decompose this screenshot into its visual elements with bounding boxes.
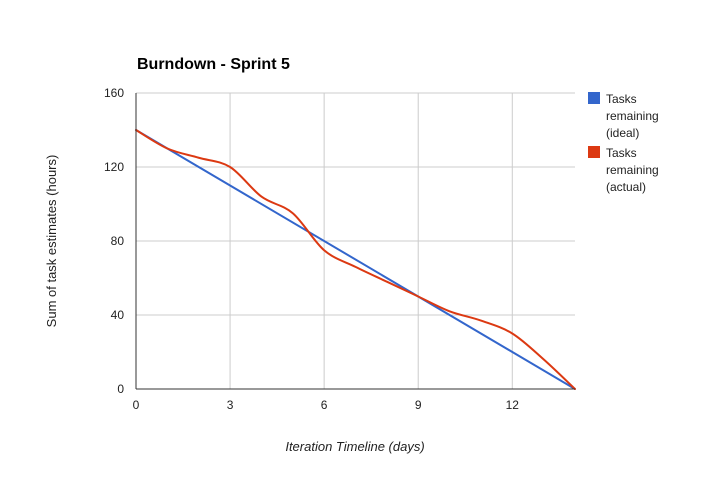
- legend-swatch: [588, 92, 600, 104]
- legend[interactable]: Tasks remaining (ideal) Tasks remaining (actu…: [588, 92, 659, 194]
- x-axis-title: Iteration Timeline (days): [285, 439, 424, 454]
- series-lines: [135, 129, 576, 390]
- y-tick-label: 80: [111, 234, 125, 248]
- y-tick-label: 120: [104, 160, 124, 174]
- series-line-actual: [135, 129, 576, 390]
- y-axis-title: Sum of task estimates (hours): [44, 155, 59, 328]
- legend-label: Tasks: [606, 92, 637, 106]
- legend-label: (actual): [606, 180, 646, 194]
- legend-swatch: [588, 146, 600, 158]
- series-line-ideal: [135, 129, 576, 390]
- grid-lines: [136, 92, 575, 389]
- legend-label: (ideal): [606, 126, 639, 140]
- legend-item-ideal[interactable]: Tasks remaining (ideal): [588, 92, 659, 140]
- x-tick-label: 6: [321, 398, 328, 412]
- x-tick-label: 0: [133, 398, 140, 412]
- y-tick-label: 40: [111, 308, 125, 322]
- x-tick-label: 12: [506, 398, 520, 412]
- legend-label: Tasks: [606, 146, 637, 160]
- chart-title: Burndown - Sprint 5: [137, 56, 290, 73]
- x-tick-label: 9: [415, 398, 422, 412]
- axes: [135, 93, 575, 390]
- y-tick-label: 0: [117, 382, 124, 396]
- y-tick-label: 160: [104, 86, 124, 100]
- legend-item-actual[interactable]: Tasks remaining (actual): [588, 146, 659, 194]
- legend-label: remaining: [606, 163, 659, 177]
- x-tick-label: 3: [227, 398, 234, 412]
- legend-label: remaining: [606, 109, 659, 123]
- tick-labels: 0 40 80 120 160 0 3 6 9 12: [104, 86, 519, 412]
